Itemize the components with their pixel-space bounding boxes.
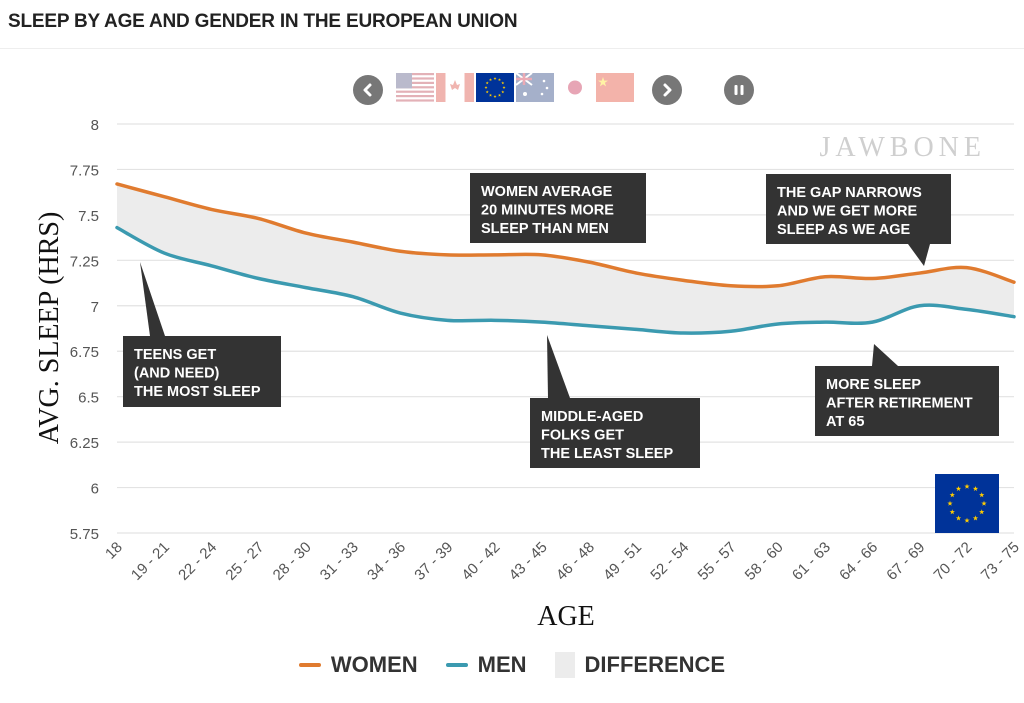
- men-series-line: [115, 225, 1016, 335]
- annotation-text: MIDDLE-AGED FOLKS GET THE LEAST SLEEP: [541, 409, 673, 462]
- y-tick-label: 6.5: [78, 390, 99, 407]
- x-tick-label: 46 - 48: [553, 539, 598, 584]
- x-tick-label: 64 - 66: [836, 539, 881, 584]
- chevron-right-icon: [663, 83, 672, 97]
- annotation-text: THE GAP NARROWS AND WE GET MORE SLEEP AS W…: [777, 185, 922, 238]
- annotation-text: WOMEN AVERAGE 20 MINUTES MORE SLEEP THAN M…: [481, 184, 614, 237]
- x-tick-label: 18: [102, 539, 126, 563]
- legend: WOMEN MEN DIFFERENCE: [0, 652, 1024, 678]
- china-flag-icon[interactable]: [596, 73, 634, 102]
- x-tick-label: 61 - 63: [789, 539, 834, 584]
- y-tick-label: 7.5: [78, 208, 99, 225]
- watermark: JAWBONE: [819, 132, 986, 163]
- legend-label-men: MEN: [477, 652, 527, 677]
- legend-item-men: MEN: [445, 652, 527, 678]
- annotation-callout: MIDDLE-AGED FOLKS GET THE LEAST SLEEP: [530, 335, 700, 468]
- x-tick-label: 58 - 60: [742, 539, 787, 584]
- canada-flag-icon[interactable]: [436, 73, 474, 102]
- annotation-text: MORE SLEEP AFTER RETIREMENT AT 65: [826, 377, 973, 430]
- x-tick-label: 49 - 51: [600, 539, 645, 584]
- annotation-callout: WOMEN AVERAGE 20 MINUTES MORE SLEEP THAN M…: [470, 173, 646, 243]
- legend-item-women: WOMEN: [298, 652, 418, 678]
- annotation-callout: THE GAP NARROWS AND WE GET MORE SLEEP AS W…: [766, 174, 951, 266]
- annotation-text: TEENS GET (AND NEED) THE MOST SLEEP: [134, 347, 261, 400]
- women-swatch: [298, 663, 321, 667]
- x-tick-label: 55 - 57: [695, 539, 740, 584]
- y-tick-label: 7: [91, 299, 99, 316]
- x-tick-label: 28 - 30: [270, 539, 315, 584]
- x-axis-label: AGE: [537, 601, 595, 632]
- legend-label-women: WOMEN: [330, 652, 418, 677]
- y-tick-label: 8: [91, 117, 99, 134]
- x-tick-label: 22 - 24: [175, 539, 220, 584]
- x-tick-label: 43 - 45: [506, 539, 551, 584]
- usa-flag-icon[interactable]: [396, 73, 434, 102]
- next-button[interactable]: [652, 75, 682, 105]
- y-tick-label: 6.25: [70, 435, 99, 452]
- eu-flag-icon[interactable]: [476, 73, 514, 102]
- x-tick-label: 40 - 42: [458, 539, 503, 584]
- x-tick-label: 19 - 21: [128, 539, 173, 584]
- women-series-line: [115, 182, 1016, 289]
- pause-icon: [734, 85, 744, 95]
- x-tick-label: 70 - 72: [931, 539, 976, 584]
- chevron-left-icon: [363, 83, 372, 97]
- y-axis-label: AVG. SLEEP (HRS): [34, 212, 65, 445]
- difference-swatch: [554, 652, 575, 678]
- x-tick-label: 34 - 36: [364, 539, 409, 584]
- japan-flag-icon[interactable]: [556, 73, 594, 102]
- x-tick-label: 31 - 33: [317, 539, 362, 584]
- y-tick-label: 7.75: [70, 162, 99, 179]
- page-title: SLEEP BY AGE AND GENDER IN THE EUROPEAN …: [8, 11, 518, 32]
- eu-flag-badge: [935, 474, 999, 533]
- x-tick-label: 37 - 39: [411, 539, 456, 584]
- y-tick-label: 6: [91, 481, 99, 498]
- y-tick-label: 6.75: [70, 344, 99, 361]
- previous-button[interactable]: [353, 75, 383, 105]
- x-tick-label: 73 - 75: [978, 539, 1023, 584]
- annotation-callout: TEENS GET (AND NEED) THE MOST SLEEP: [123, 262, 281, 407]
- men-swatch: [445, 663, 468, 667]
- legend-label-difference: DIFFERENCE: [584, 652, 726, 677]
- legend-item-difference: DIFFERENCE: [554, 652, 726, 678]
- australia-flag-icon[interactable]: [516, 73, 554, 102]
- pause-button[interactable]: [724, 75, 754, 105]
- y-tick-label: 7.25: [70, 253, 99, 270]
- annotation-callout: MORE SLEEP AFTER RETIREMENT AT 65: [815, 344, 999, 436]
- y-tick-label: 5.75: [70, 526, 99, 543]
- x-tick-label: 52 - 54: [647, 539, 692, 584]
- x-tick-label: 25 - 27: [222, 539, 267, 584]
- title-divider: [0, 48, 1024, 49]
- x-tick-label: 67 - 69: [883, 539, 928, 584]
